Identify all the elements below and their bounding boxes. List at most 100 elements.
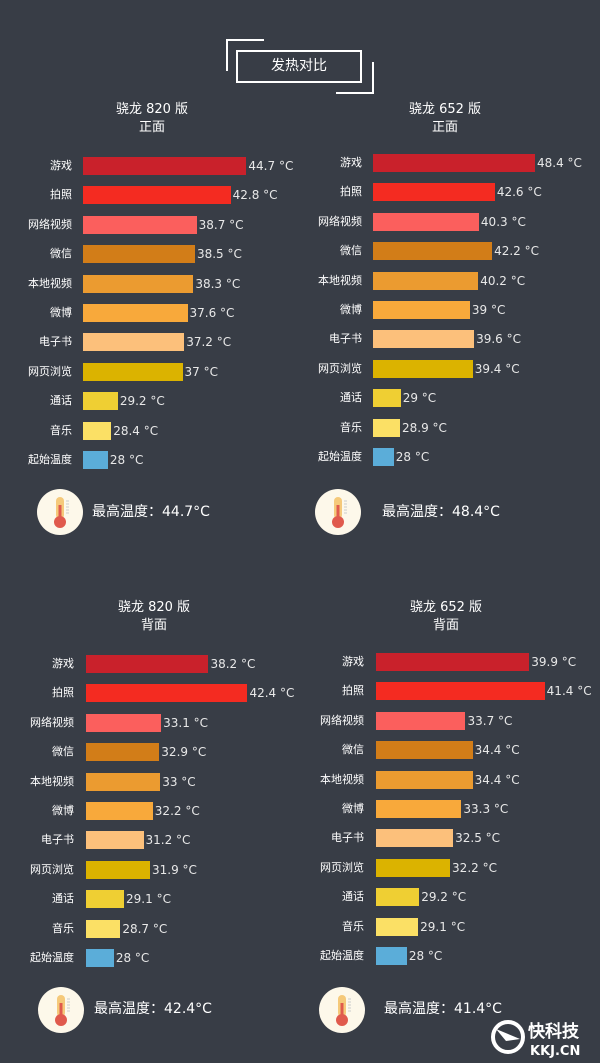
bar	[86, 802, 153, 820]
bar	[373, 330, 475, 349]
category-label: 网页浏览	[320, 860, 364, 874]
value-label: 29.1 °C	[420, 919, 466, 934]
value-label: 28.7 °C	[122, 921, 168, 936]
bar	[83, 186, 231, 205]
value-label: 39.9 °C	[531, 655, 577, 669]
value-label: 32.5 °C	[455, 831, 501, 846]
thermometer-icon	[319, 987, 365, 1033]
value-label: 38.5 °C	[196, 247, 242, 262]
category-label: 微博	[340, 303, 362, 316]
bar	[86, 713, 162, 732]
value-label: 37.2 °C	[186, 335, 232, 350]
max-temperature: 最高温度：44.7°C	[92, 504, 210, 520]
bar	[86, 831, 144, 850]
bar	[376, 711, 466, 730]
category-label: 网络视频	[320, 713, 364, 727]
kkj-logo: 快科技 KKJ.CN	[491, 1020, 580, 1059]
chart-title-text: 骁龙 820 版	[117, 600, 191, 615]
bar	[376, 829, 454, 848]
category-label: 网络视频	[318, 214, 362, 228]
max-temperature: 最高温度：41.4°C	[384, 1001, 502, 1017]
thermometer-icon	[315, 489, 361, 535]
bar	[86, 860, 151, 879]
category-label: 游戏	[340, 156, 362, 169]
category-label: 网络视频	[30, 715, 74, 729]
title-decoration	[226, 39, 264, 71]
value-label: 42.4 °C	[249, 686, 295, 701]
value-label: 42.8 °C	[232, 188, 278, 203]
value-label: 38.2 °C	[210, 657, 256, 671]
category-label: 本地视频	[30, 774, 74, 788]
value-label: 28 °C	[115, 951, 150, 965]
category-label: 本地视频	[28, 276, 72, 290]
chart-title: 骁龙 820 版正面	[52, 101, 252, 137]
bar	[373, 418, 400, 437]
bar	[83, 333, 185, 352]
bar	[373, 183, 495, 202]
bar	[373, 301, 470, 319]
value-label: 41.4 °C	[546, 684, 592, 699]
category-label: 游戏	[342, 655, 364, 668]
category-label: 微博	[342, 802, 364, 815]
bar	[376, 741, 473, 760]
category-label: 电子书	[39, 335, 72, 349]
bar	[86, 919, 121, 938]
page-title: 发热对比	[236, 50, 362, 83]
bar	[376, 888, 420, 907]
category-label: 电子书	[331, 831, 364, 845]
bar	[376, 770, 473, 789]
category-label: 微信	[340, 244, 362, 258]
category-label: 拍照	[340, 185, 362, 199]
value-label: 29.2 °C	[421, 890, 467, 905]
category-label: 网络视频	[28, 217, 72, 231]
bar	[86, 949, 114, 967]
bar	[86, 684, 248, 703]
category-label: 微博	[52, 804, 74, 817]
chart-subtitle: 背面	[140, 618, 167, 633]
category-label: 音乐	[342, 919, 364, 933]
bar	[376, 947, 407, 965]
bar	[376, 917, 419, 936]
bar	[83, 421, 112, 440]
value-label: 31.9 °C	[152, 862, 197, 877]
category-label: 通话	[52, 892, 74, 906]
value-label: 29.2 °C	[119, 394, 165, 409]
category-label: 网页浏览	[30, 862, 74, 876]
category-label: 通话	[50, 394, 72, 408]
value-label: 40.2 °C	[480, 273, 526, 288]
title-decoration	[336, 62, 374, 94]
category-label: 游戏	[52, 657, 74, 670]
value-label: 34.4 °C	[474, 772, 520, 787]
category-label: 拍照	[342, 684, 364, 698]
bar	[83, 245, 195, 264]
bar	[83, 392, 118, 411]
bar	[86, 655, 209, 673]
bar	[376, 682, 545, 701]
value-label: 29.1 °C	[126, 892, 171, 907]
category-label: 音乐	[340, 420, 362, 434]
value-label: 39.4 °C	[474, 361, 520, 376]
bar	[373, 212, 479, 231]
category-label: 本地视频	[320, 772, 364, 786]
category-label: 拍照	[50, 188, 72, 202]
bar	[373, 389, 401, 408]
value-label: 44.7 °C	[248, 159, 294, 173]
value-label: 28 °C	[408, 949, 443, 963]
value-label: 32.2 °C	[154, 804, 200, 818]
chart-title: 骁龙 820 版背面	[54, 599, 254, 635]
category-label: 通话	[342, 890, 364, 904]
chart-subtitle: 正面	[138, 120, 165, 135]
category-label: 游戏	[50, 159, 72, 172]
chart-title: 骁龙 652 版背面	[346, 599, 546, 635]
value-label: 33.7 °C	[467, 713, 513, 728]
value-label: 40.3 °C	[480, 214, 526, 229]
category-label: 微信	[342, 743, 364, 757]
bar	[86, 772, 161, 791]
value-label: 33.1 °C	[163, 715, 209, 730]
category-label: 电子书	[329, 332, 362, 346]
value-label: 32.9 °C	[161, 745, 207, 760]
bar	[86, 890, 125, 909]
chart-title-text: 骁龙 820 版	[115, 102, 189, 117]
category-label: 网页浏览	[318, 361, 362, 375]
value-label: 48.4 °C	[537, 156, 582, 170]
